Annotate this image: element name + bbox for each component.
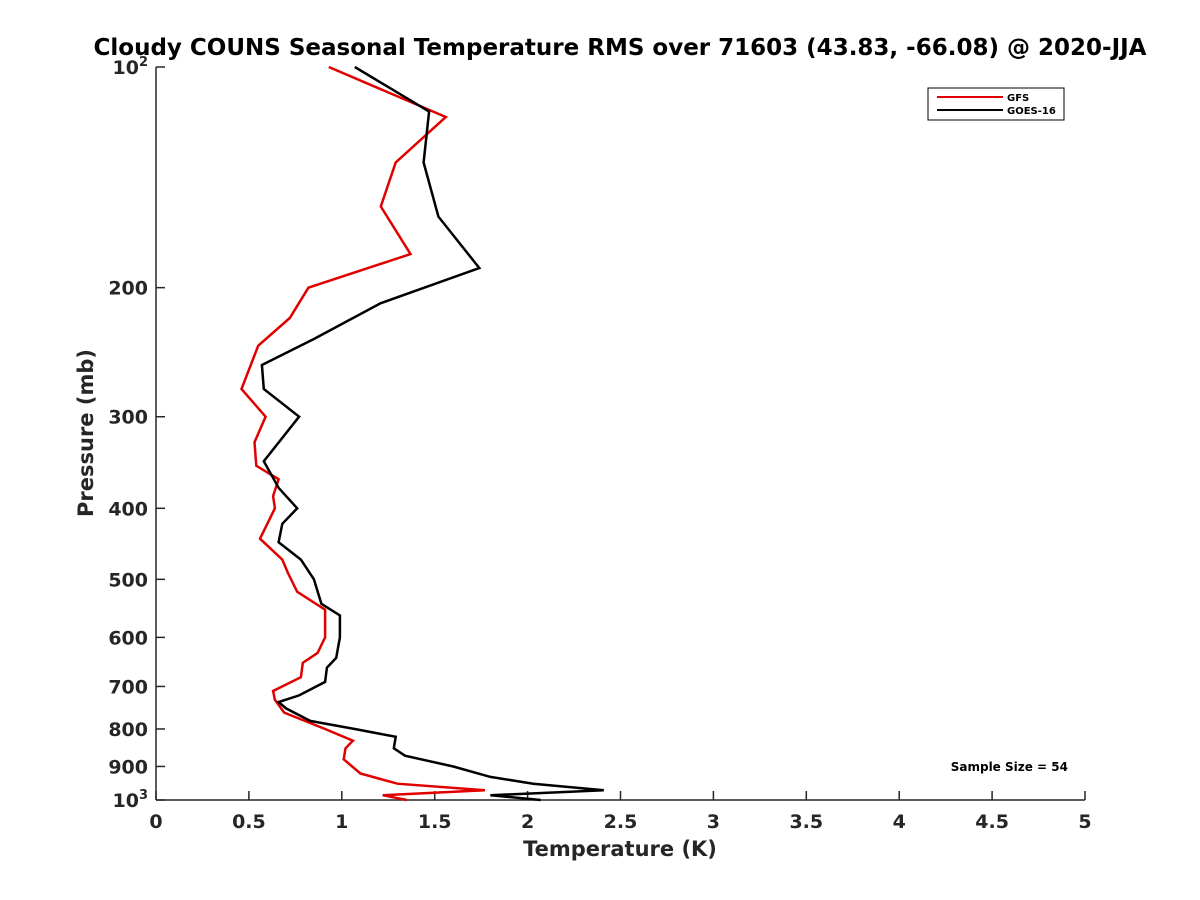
y-axis-label: Pressure (mb) xyxy=(74,349,98,517)
x-tick-label: 4.5 xyxy=(975,811,1009,833)
legend-label-gfs: GFS xyxy=(1007,93,1029,104)
y-ticks: 102 200 300 400 500 600 700 800 900 103 xyxy=(108,55,165,812)
legend: GFS GOES-16 xyxy=(927,87,1065,121)
chart-title: Cloudy COUNS Seasonal Temperature RMS ov… xyxy=(94,35,1147,61)
y-tick-label: 800 xyxy=(108,719,148,741)
y-tick-label: 600 xyxy=(108,627,148,649)
x-tick-label: 4 xyxy=(893,811,906,833)
x-tick-label: 1.5 xyxy=(418,811,452,833)
x-tick-label: 3.5 xyxy=(789,811,823,833)
legend-label-goes16: GOES-16 xyxy=(1007,106,1056,117)
x-tick-label: 0 xyxy=(149,811,162,833)
x-tick-label: 0.5 xyxy=(232,811,266,833)
y-tick-label: 103 xyxy=(113,788,149,812)
x-tick-label: 5 xyxy=(1078,811,1091,833)
y-tick-label: 300 xyxy=(108,407,148,429)
y-tick-label: 400 xyxy=(108,498,148,520)
x-tick-label: 2 xyxy=(521,811,534,833)
x-tick-label: 2.5 xyxy=(604,811,638,833)
x-ticks: 0 0.5 1 1.5 2 2.5 3 3.5 4 4.5 5 xyxy=(149,791,1092,833)
y-tick-label: 500 xyxy=(108,569,148,591)
series-layer xyxy=(240,65,604,802)
series-line-gfs xyxy=(240,65,485,802)
legend-box xyxy=(927,87,1065,121)
sample-size-annotation: Sample Size = 54 xyxy=(951,760,1068,774)
y-tick-label: 102 xyxy=(113,55,149,79)
x-axis-label: Temperature (K) xyxy=(523,837,717,861)
y-tick-label: 900 xyxy=(108,756,148,778)
y-tick-label: 200 xyxy=(108,278,148,300)
y-tick-label: 700 xyxy=(108,676,148,698)
x-tick-label: 3 xyxy=(707,811,720,833)
x-tick-label: 1 xyxy=(335,811,348,833)
axes xyxy=(155,67,1085,801)
series-line-goes16 xyxy=(260,65,604,802)
